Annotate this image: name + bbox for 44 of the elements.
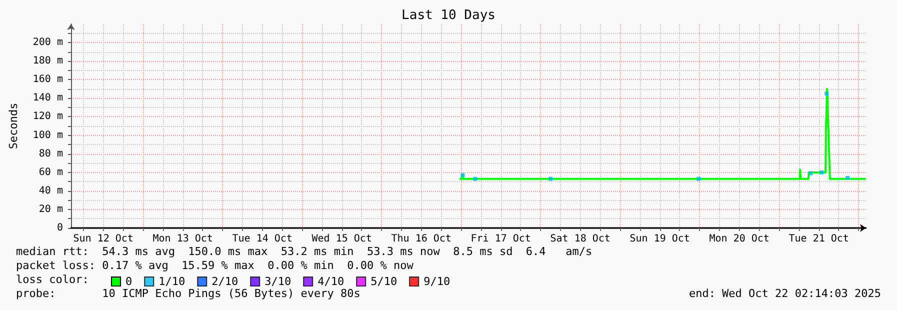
text: end: Wed Oct 22 02:14:03 2025 — [688, 287, 882, 300]
legend-label: 3/10 — [264, 275, 292, 288]
line-series — [458, 88, 867, 180]
point — [824, 92, 829, 96]
x-tick-label: Mon 20 Oct — [709, 234, 770, 244]
y-axis-title: Seconds — [7, 102, 20, 150]
x-tick-label: Sat 18 Oct — [550, 234, 610, 244]
point — [548, 176, 553, 181]
y-tick-label: 0 — [56, 222, 63, 234]
point — [696, 176, 700, 181]
x-tick-label: Sun 19 Oct — [630, 234, 690, 244]
x-tick-label: Wed 15 Oct — [312, 234, 372, 244]
legend-label: 2/10 — [212, 275, 238, 288]
y-tick-label: 100 m — [32, 130, 63, 141]
point — [808, 171, 813, 176]
y-tick-label: 120 m — [32, 111, 63, 122]
text: median rtt: 54.3 ms avg 150.0 ms max 53.2 ms min 53.3 ms now 8.5 ms sd 6.4 am/s — [16, 245, 592, 258]
x-tick-label: Mon 13 Oct — [152, 234, 213, 244]
legend-label: 1/10 — [158, 275, 186, 288]
y-tick-label: 140 m — [32, 92, 63, 104]
x-tick-label: Fri 17 Oct — [470, 234, 531, 244]
point — [473, 176, 478, 181]
text: probe: 10 ICMP Echo Pings (56 Bytes) every 80s — [16, 287, 360, 300]
legend-label: 5/10 — [370, 275, 398, 288]
x-tick-label: Thu 16 Oct — [391, 234, 452, 244]
y-tick-label: 20 m — [38, 204, 63, 215]
y-tick-label: 200 m — [32, 37, 63, 48]
point — [820, 170, 824, 174]
chart-title: Last 10 Days — [402, 8, 496, 23]
text: packet loss: 0.17 % avg 15.59 % max 0.00 % min 0.00 % now — [16, 259, 414, 272]
legend-label: 9/10 — [424, 275, 450, 288]
y-tick-label: 180 m — [32, 56, 63, 67]
y-tick-label: 160 m — [32, 74, 63, 86]
x-tick-label: Tue 14 Oct — [232, 234, 292, 244]
legend-title: loss color: — [16, 273, 89, 286]
legend-label: 4/10 — [318, 275, 344, 288]
point — [460, 173, 465, 178]
legend-label: 0 — [126, 275, 132, 288]
y-tick-label: 80 m — [38, 148, 63, 160]
x-tick-label: Sun 12 Oct — [73, 234, 134, 244]
y-tick-label: 60 m — [38, 166, 63, 178]
x-tick-label: Tue 21 Oct — [788, 234, 849, 244]
y-tick-label: 40 m — [38, 185, 63, 196]
point — [846, 176, 850, 180]
